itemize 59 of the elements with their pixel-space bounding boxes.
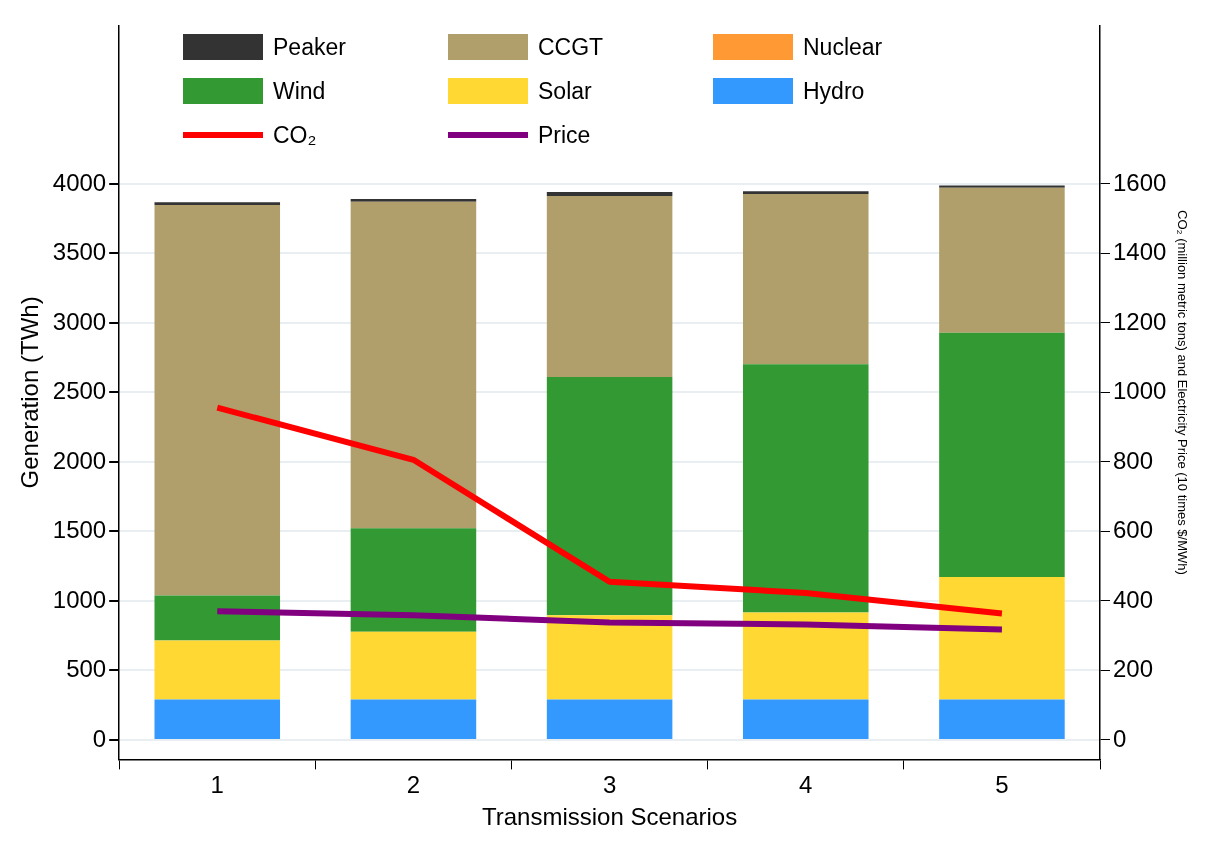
y-tick-label: 500 [66, 655, 107, 683]
y-tick-label: 4000 [52, 168, 107, 196]
legend-label: Hydro [803, 77, 865, 105]
bar [154, 640, 281, 700]
bar [350, 201, 477, 529]
x-axis-title: Transmission Scenarios [482, 803, 738, 831]
y-tick-label: 2500 [52, 377, 107, 405]
legend-label: Peaker [273, 33, 346, 61]
bar [742, 699, 869, 739]
y-tick-label: 1500 [52, 516, 107, 544]
bar [939, 577, 1065, 700]
y-axis-title: Generation (TWh) [16, 296, 44, 489]
legend-label: CO₂ [273, 121, 317, 149]
y2-tick-label: 1600 [1113, 168, 1167, 196]
y2-tick-label: 1000 [1113, 377, 1167, 405]
bar [939, 332, 1065, 578]
legend-label: CCGT [538, 33, 604, 61]
y2-tick-label: 200 [1113, 655, 1154, 683]
bar [546, 699, 673, 739]
y2-tick-label: 800 [1113, 446, 1154, 474]
bar [350, 528, 477, 632]
bar [742, 193, 869, 365]
bar [939, 699, 1065, 739]
bar [350, 199, 477, 202]
y-tick-label: 3500 [52, 238, 107, 266]
bar [742, 191, 869, 194]
legend-label: Nuclear [803, 33, 883, 61]
bar [546, 377, 673, 616]
legend-label: Wind [273, 77, 326, 105]
y2-tick-label: 400 [1113, 585, 1154, 613]
bar [742, 364, 869, 613]
bar [742, 612, 869, 700]
bar [154, 202, 281, 206]
y2-tick-label: 600 [1113, 516, 1154, 544]
bar [939, 187, 1065, 333]
x-tick-label: 4 [799, 771, 813, 799]
bar [546, 615, 673, 700]
x-tick-label: 5 [995, 771, 1009, 799]
bar [154, 205, 281, 596]
bar [546, 196, 673, 378]
bar [154, 595, 281, 641]
bar [350, 699, 477, 739]
y-tick-label: 3000 [52, 307, 107, 335]
y2-axis-title: CO₂ (million metric tons) and Electricity Price (10 times $/MWh) [1174, 210, 1190, 575]
bar [154, 699, 281, 739]
bar [939, 185, 1065, 188]
y-tick-label: 1000 [52, 585, 107, 613]
y2-tick-label: 0 [1113, 724, 1127, 752]
y2-tick-label: 1400 [1113, 238, 1167, 266]
y-tick-label: 2000 [52, 446, 107, 474]
y2-tick-label: 1200 [1113, 307, 1167, 335]
y-tick-label: 0 [92, 724, 107, 752]
x-tick-label: 1 [210, 771, 224, 799]
bar [350, 631, 477, 700]
legend-label: Solar [538, 77, 592, 105]
x-tick-label: 2 [406, 771, 421, 799]
x-tick-label: 3 [602, 771, 617, 799]
legend-label: Price [538, 121, 591, 149]
bar [546, 192, 673, 197]
